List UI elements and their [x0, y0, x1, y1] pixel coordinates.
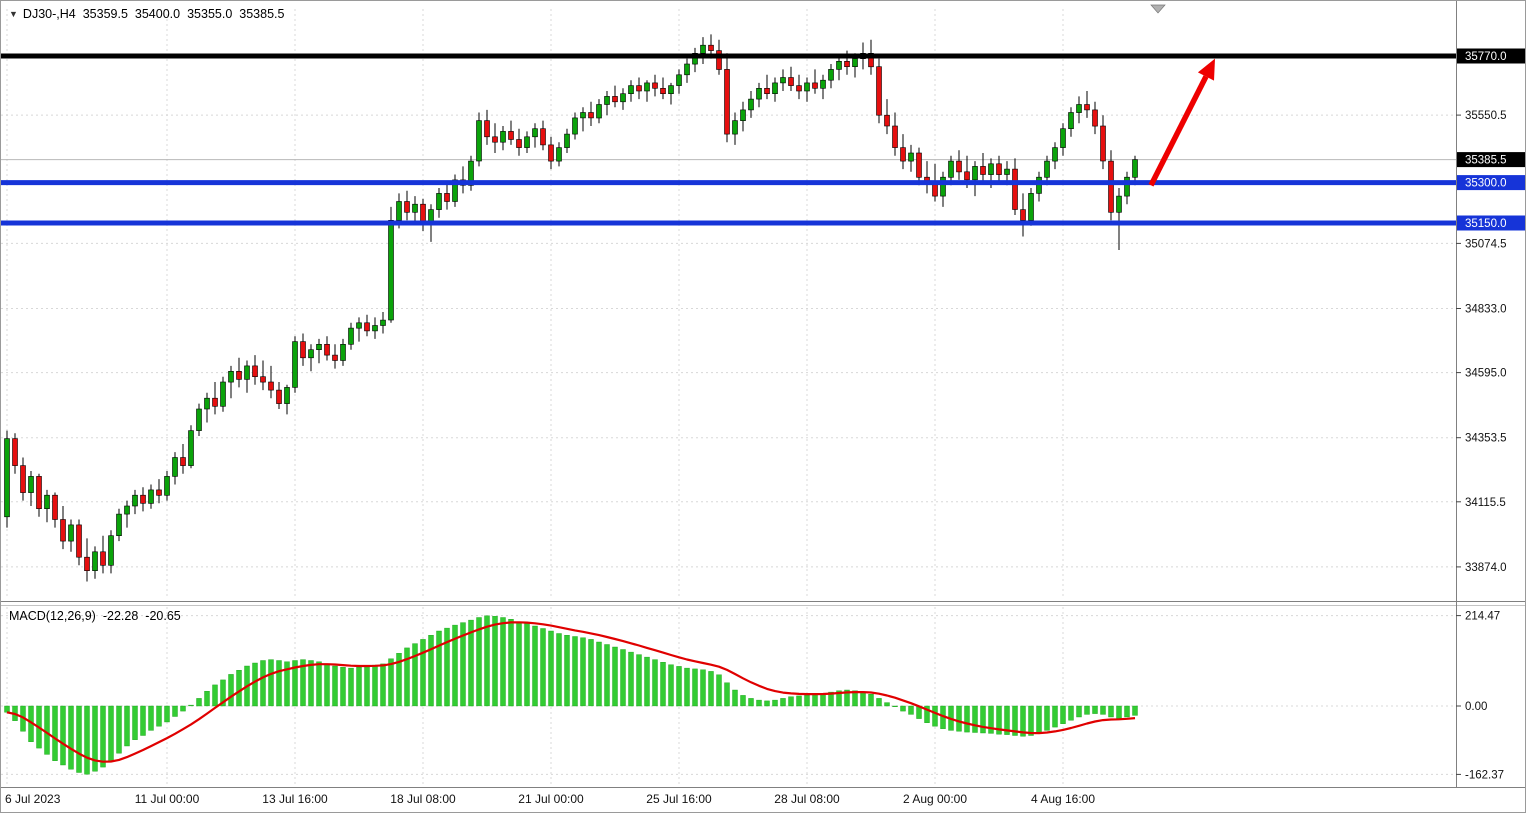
price-tick-label: 33874.0: [1465, 562, 1507, 574]
price-badge-label: 35385.5: [1465, 155, 1507, 167]
ohlc-open: 35359.5: [82, 7, 128, 21]
price-tick-label: 35550.5: [1465, 110, 1507, 122]
macd-value-main: -22.28: [102, 609, 139, 623]
time-axis[interactable]: 6 Jul 2023 11 Jul 00:00 13 Jul 16:00 18 Jul…: [5, 792, 1095, 806]
ohlc-close: 35385.5: [239, 7, 285, 21]
price-badge: [1457, 152, 1525, 168]
macd-histogram: [4, 615, 1138, 775]
time-tick-label: 2 Aug 00:00: [903, 792, 967, 806]
time-tick-label: 6 Jul 2023: [5, 792, 61, 806]
candles-layer: [4, 34, 1138, 582]
time-tick-label: 28 Jul 08:00: [774, 792, 840, 806]
price-badge-label: 35770.0: [1465, 51, 1507, 63]
price-tick-label: 34833.0: [1465, 304, 1507, 316]
price-tick-label: 34353.5: [1465, 433, 1507, 445]
chart-shift-marker[interactable]: [1150, 4, 1166, 14]
price-badge-label: 35150.0: [1465, 218, 1507, 230]
macd-signal-line: [6, 621, 1136, 763]
time-tick-label: 13 Jul 16:00: [262, 792, 328, 806]
symbol-info: ▼ DJ30-,H4 35359.5 35400.0 35355.0 35385.5: [9, 7, 284, 21]
macd-tick-label: -162.37: [1465, 769, 1504, 781]
ohlc-low: 35355.0: [187, 7, 233, 21]
price-tick-label: 35074.5: [1465, 238, 1507, 250]
grid-horizontal: [1, 114, 1456, 775]
price-tick-label: 34595.0: [1465, 368, 1507, 380]
time-tick-label: 18 Jul 08:00: [390, 792, 456, 806]
macd-value-signal: -20.65: [145, 609, 181, 623]
macd-tick-label: 214.47: [1465, 611, 1500, 623]
price-axis[interactable]: 35550.5 35074.5 34833.0 34595.0 34353.5 34115…: [1456, 48, 1525, 782]
time-tick-label: 4 Aug 16:00: [1031, 792, 1095, 806]
trend-arrow[interactable]: [1148, 58, 1215, 187]
price-badge: [1457, 215, 1525, 231]
time-tick-label: 25 Jul 16:00: [646, 792, 712, 806]
price-badge-label: 35300.0: [1465, 178, 1507, 190]
macd-tick-label: 0.00: [1465, 701, 1487, 713]
time-tick-label: 21 Jul 00:00: [518, 792, 584, 806]
price-badge: [1457, 175, 1525, 191]
price-badge: [1457, 48, 1525, 64]
price-tick-label: 34115.5: [1465, 497, 1506, 509]
symbol-name: DJ30-,H4: [22, 7, 76, 21]
time-tick-label: 11 Jul 00:00: [135, 792, 200, 806]
macd-indicator-label: MACD(12,26,9) -22.28 -20.65: [9, 609, 181, 623]
ohlc-high: 35400.0: [134, 7, 181, 21]
grid-vertical: [6, 9, 1064, 786]
macd-name: MACD(12,26,9): [9, 609, 96, 623]
symbol-marker-icon: ▼: [9, 9, 18, 19]
